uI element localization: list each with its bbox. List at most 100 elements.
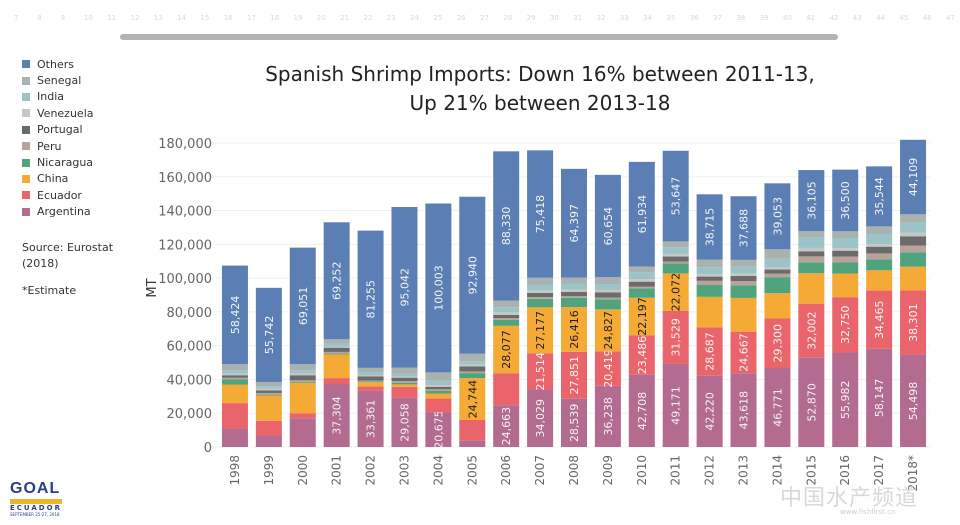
bar-segment-others <box>832 169 859 232</box>
data-label: 54,498 <box>907 382 920 421</box>
bar-segment-senegal <box>425 372 452 381</box>
bar-segment-venezuela <box>866 244 893 247</box>
bar-segment-india <box>459 361 486 365</box>
legend-label: Others <box>37 57 74 71</box>
bar-segment-china <box>900 266 927 291</box>
bar-segment-others <box>323 222 350 340</box>
estimate-note: *Estimate <box>22 284 77 297</box>
data-label: 35,544 <box>873 177 886 216</box>
legend-swatch <box>22 125 30 134</box>
legend-swatch <box>22 158 30 167</box>
bar-segment-others <box>696 194 723 260</box>
logo-band <box>10 499 62 504</box>
data-label: 39,053 <box>771 197 784 236</box>
bar-segment-china <box>459 378 486 420</box>
ruler-tick: 47 <box>946 14 955 22</box>
ruler-tick: 10 <box>83 14 93 22</box>
ruler-tick: 46 <box>922 14 932 22</box>
bar-segment-venezuela <box>493 312 520 315</box>
bar-segment-india <box>357 372 384 376</box>
data-label: 31,529 <box>670 318 683 357</box>
bar-segment-argentina <box>900 354 927 447</box>
bar-segment-nicaragua <box>594 299 621 310</box>
bar-segment-peru <box>255 392 282 395</box>
bar-segment-china <box>527 307 554 354</box>
bar-segment-ecuador <box>357 386 384 391</box>
data-label: 37,688 <box>738 209 751 248</box>
bar-segment-nicaragua <box>425 390 452 394</box>
bar-segment-china <box>798 273 825 304</box>
data-label: 23,486 <box>636 336 649 375</box>
data-label: 22,197 <box>636 297 649 336</box>
bar-segment-ecuador <box>832 297 859 353</box>
ruler-tick: 12 <box>130 14 140 22</box>
bar-segment-senegal <box>323 339 350 344</box>
data-label: 100,003 <box>432 265 445 311</box>
bar-segment-china <box>628 297 655 336</box>
y-tick-label: 160,000 <box>158 171 212 186</box>
bar-segment-argentina <box>832 352 859 447</box>
bar-segment-senegal <box>255 381 282 387</box>
data-label: 26,416 <box>568 310 581 349</box>
y-tick-label: 100,000 <box>158 272 212 287</box>
bar-segment-others <box>798 170 825 232</box>
legend-item-senegal: Senegal <box>22 72 94 88</box>
bar-segment-others <box>255 287 282 382</box>
data-label: 58,424 <box>229 296 242 335</box>
data-label: 55,742 <box>263 316 276 355</box>
bar-segment-argentina <box>866 348 893 447</box>
bar-segment-senegal <box>221 364 248 371</box>
data-label: 55,982 <box>839 380 852 419</box>
bar-segment-ecuador <box>527 353 554 390</box>
legend-item-india: India <box>22 89 94 105</box>
data-label: 27,851 <box>568 356 581 395</box>
bar-segment-venezuela <box>527 290 554 293</box>
data-label: 52,870 <box>805 383 818 422</box>
ruler-tick: 36 <box>689 14 699 22</box>
legend: Others Senegal India Venezuela Portugal Peru N… <box>22 56 94 220</box>
ruler-tick: 33 <box>619 14 629 22</box>
bar-segment-venezuela <box>594 289 621 293</box>
bar-segment-portugal <box>221 375 248 378</box>
bar-segment-china <box>289 382 316 414</box>
ruler-tick: 19 <box>293 14 303 22</box>
bar-segment-portugal <box>594 292 621 298</box>
ruler-tick: 17 <box>247 14 256 22</box>
horizontal-scrollbar[interactable] <box>120 34 838 40</box>
data-label: 43,618 <box>738 391 751 430</box>
chart-title-line1: Spanish Shrimp Imports: Down 16% between… <box>265 62 815 86</box>
logo-goal-text: GOAL <box>10 480 61 497</box>
data-label: 34,029 <box>534 399 547 438</box>
bar-segment-nicaragua <box>730 285 757 298</box>
bar-segment-senegal <box>527 277 554 285</box>
bar-segment-argentina <box>289 418 316 447</box>
legend-item-nicaragua: Nicaragua <box>22 154 94 170</box>
legend-label: Venezuela <box>37 106 94 120</box>
bar-segment-india <box>221 370 248 374</box>
legend-swatch <box>22 92 30 101</box>
y-tick-label: 40,000 <box>167 373 213 388</box>
data-label: 27,177 <box>534 311 547 350</box>
bar-segment-india <box>425 380 452 386</box>
legend-item-ecuador: Ecuador <box>22 187 94 203</box>
bar-segment-venezuela <box>357 375 384 377</box>
legend-item-venezuela: Venezuela <box>22 105 94 121</box>
bar-segment-venezuela <box>900 232 927 237</box>
bar-segment-portugal <box>289 375 316 381</box>
bar-segment-india <box>628 272 655 280</box>
legend-label: Argentina <box>37 205 91 219</box>
x-tick-label: 2010 <box>635 455 649 486</box>
bar-segment-senegal <box>900 214 927 223</box>
bar-segment-peru <box>459 371 486 374</box>
bar-segment-china <box>255 395 282 421</box>
legend-swatch <box>22 142 30 151</box>
ruler-tick: 38 <box>736 14 746 22</box>
x-tick-label: 2008 <box>567 455 581 486</box>
legend-swatch <box>22 109 30 118</box>
bar-segment-venezuela <box>798 247 825 252</box>
x-tick-label: 2011 <box>669 455 683 486</box>
bar-segment-others <box>764 183 791 250</box>
bar-segment-peru <box>561 296 587 298</box>
data-label: 58,147 <box>873 379 886 418</box>
data-label: 20,675 <box>432 410 445 449</box>
